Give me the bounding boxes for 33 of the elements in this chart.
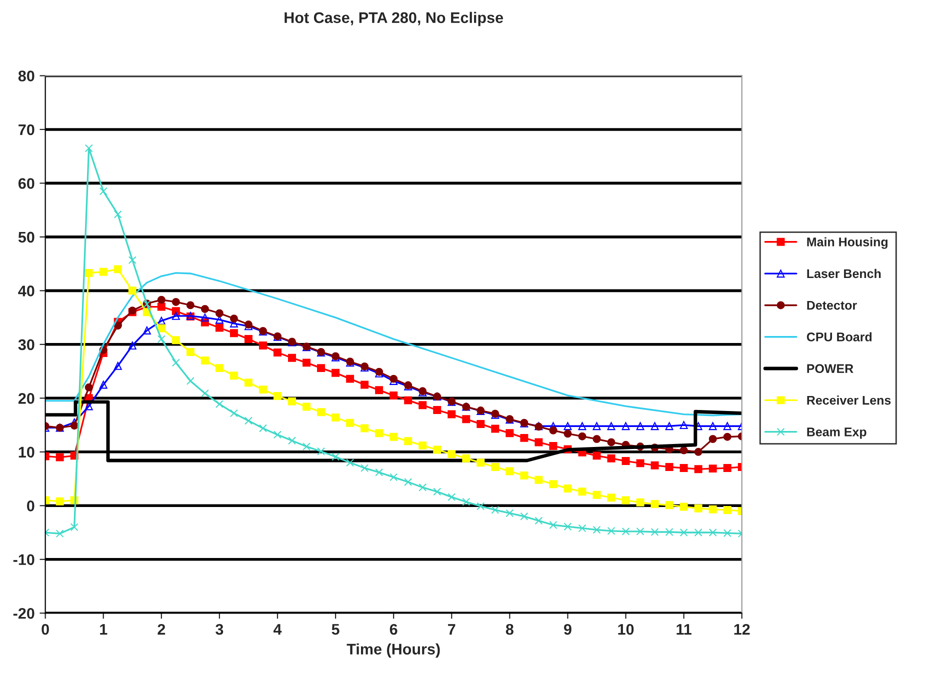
x-tick-label: 5 — [332, 624, 340, 635]
x-tick-label: 12 — [734, 624, 750, 635]
x-tick-label: 10 — [618, 624, 634, 635]
x-tick-label: 11 — [676, 624, 692, 635]
x-tick-label: 7 — [448, 624, 456, 635]
y-tick-label: 0 — [27, 500, 34, 512]
y-tick-label: 20 — [18, 393, 34, 404]
y-tick-label: 70 — [18, 124, 34, 136]
y-tick-label: 30 — [18, 339, 34, 350]
y-tick-label: 40 — [18, 286, 34, 296]
x-tick-label: 8 — [506, 624, 514, 635]
x-tick-label: 1 — [100, 624, 108, 635]
legend-label: Beam Exp — [807, 428, 866, 439]
x-tick-label: 6 — [390, 624, 398, 635]
y-tick-label: 80 — [18, 70, 34, 82]
x-tick-label: 0 — [42, 624, 49, 635]
x-tick-label: 4 — [273, 624, 282, 635]
legend-label: Main Housing — [807, 237, 888, 249]
legend-label: POWER — [807, 364, 854, 374]
x-tick-label: 2 — [158, 624, 166, 635]
x-tick-label: 9 — [564, 624, 572, 635]
y-tick-label: -10 — [13, 554, 34, 566]
y-tick-label: 10 — [18, 446, 34, 458]
y-tick-label: -20 — [13, 608, 34, 619]
y-tick-label: 60 — [18, 178, 34, 189]
chart-title: Hot Case, PTA 280, No Eclipse — [284, 12, 504, 26]
x-tick-label: 3 — [216, 624, 224, 635]
legend-label: Receiver Lens — [807, 396, 891, 405]
x-axis-title: Time (Hours) — [346, 643, 440, 658]
legend-label: CPU Board — [806, 332, 872, 342]
legend-label: Laser Bench — [807, 268, 881, 278]
legend-label: Detector — [807, 301, 857, 310]
y-tick-label: 50 — [18, 232, 34, 243]
